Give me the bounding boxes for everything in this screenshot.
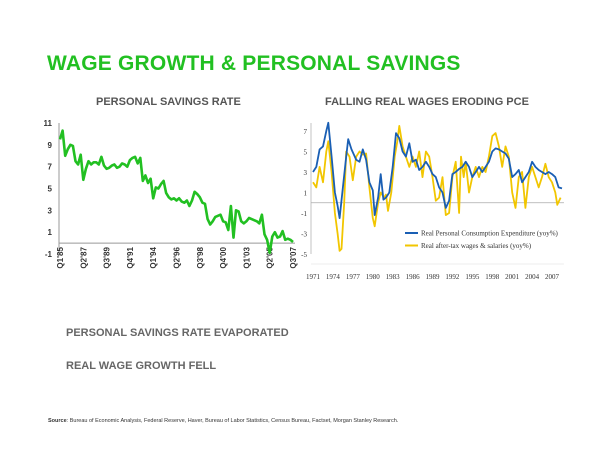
left-x-tick-label: Q3'07 <box>289 247 298 269</box>
left-x-tick-label: Q2'87 <box>79 247 88 269</box>
left-y-tick-label: 9 <box>48 141 53 150</box>
right-x-tick-label: 1980 <box>366 273 381 281</box>
right-x-tick-label: 1983 <box>386 273 401 281</box>
left-y-tick-label: 3 <box>48 206 53 215</box>
left-y-tick-label: 11 <box>44 119 53 128</box>
left-y-tick-label: 7 <box>48 163 53 172</box>
legend-label-wages: Real after-tax wages & salaries (yoy%) <box>421 242 532 250</box>
right-y-tick-label: 1 <box>304 190 308 198</box>
legend-label-pce: Real Personal Consumption Expenditure (y… <box>421 230 559 238</box>
right-x-tick-label: 1977 <box>346 273 361 281</box>
right-x-tick-label: 1998 <box>485 273 500 281</box>
right-chart-title: FALLING REAL WAGES ERODING PCE <box>325 96 529 108</box>
bullet-wages: REAL WAGE GROWTH FELL <box>66 360 217 372</box>
source-label: Source <box>48 418 67 424</box>
pce-line <box>312 121 563 219</box>
right-x-tick-label: 1995 <box>465 273 480 281</box>
right-y-tick-label: 5 <box>304 149 308 157</box>
left-x-tick-label: Q4'91 <box>126 247 135 269</box>
savings-rate-line <box>58 129 294 255</box>
left-y-tick-label: 5 <box>48 185 53 194</box>
source-note: Source: Bureau of Economic Analysis, Fed… <box>48 418 398 424</box>
left-chart-title: PERSONAL SAVINGS RATE <box>96 96 241 108</box>
right-x-tick-label: 1992 <box>445 273 460 281</box>
left-x-tick-label: Q3'98 <box>196 247 205 269</box>
right-x-tick-label: 1989 <box>426 273 441 281</box>
right-x-tick-label: 2007 <box>545 273 560 281</box>
source-text: : Bureau of Economic Analysis, Federal R… <box>66 418 399 424</box>
right-x-tick-label: 1986 <box>406 273 421 281</box>
right-y-tick-label: 3 <box>304 169 308 177</box>
left-x-tick-label: Q1'85 <box>56 247 65 269</box>
right-x-tick-label: 1974 <box>326 273 341 281</box>
left-x-tick-label: Q1'03 <box>242 247 251 269</box>
wages-line <box>312 125 562 252</box>
right-y-tick-label: -3 <box>301 231 307 239</box>
right-y-tick-label: -5 <box>301 251 307 259</box>
right-x-tick-label: 2001 <box>505 273 520 281</box>
left-x-tick-label: Q2'05 <box>266 247 275 269</box>
left-y-tick-label: 1 <box>48 228 53 237</box>
slide-title: WAGE GROWTH & PERSONAL SAVINGS <box>47 52 461 75</box>
left-x-tick-label: Q2'96 <box>173 247 182 269</box>
right-y-tick-label: 7 <box>304 128 308 136</box>
right-x-tick-label: 2004 <box>525 273 540 281</box>
right-y-tick-label: -1 <box>301 210 307 218</box>
left-x-tick-label: Q4'00 <box>219 247 228 269</box>
left-y-tick-label: -1 <box>45 250 53 259</box>
right-x-tick-label: 1971 <box>306 273 321 281</box>
left-x-tick-label: Q3'89 <box>103 247 112 269</box>
left-x-tick-label: Q1'94 <box>149 247 158 269</box>
bullet-savings: PERSONAL SAVINGS RATE EVAPORATED <box>66 327 289 339</box>
